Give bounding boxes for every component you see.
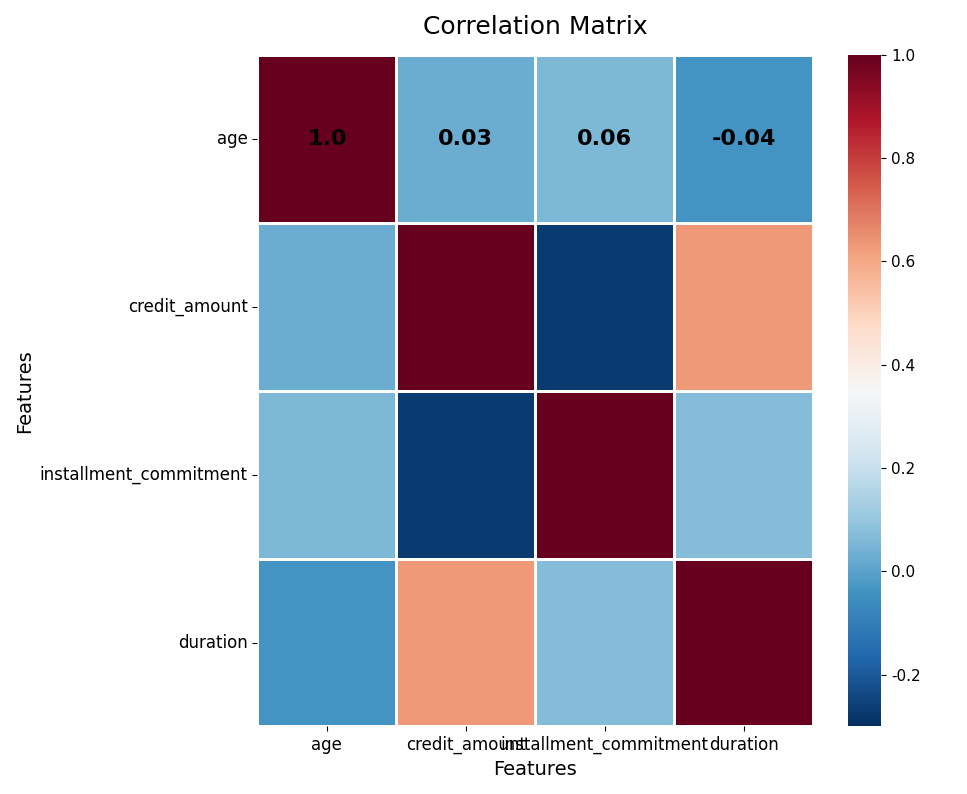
Text: 1.0: 1.0 <box>307 129 346 148</box>
Text: 0.03: 0.03 <box>438 129 493 148</box>
Text: 0.06: 0.06 <box>577 129 632 148</box>
Y-axis label: Features: Features <box>15 349 34 433</box>
X-axis label: Features: Features <box>493 760 577 779</box>
Title: Correlation Matrix: Correlation Matrix <box>423 15 648 39</box>
Text: -0.04: -0.04 <box>712 129 776 148</box>
